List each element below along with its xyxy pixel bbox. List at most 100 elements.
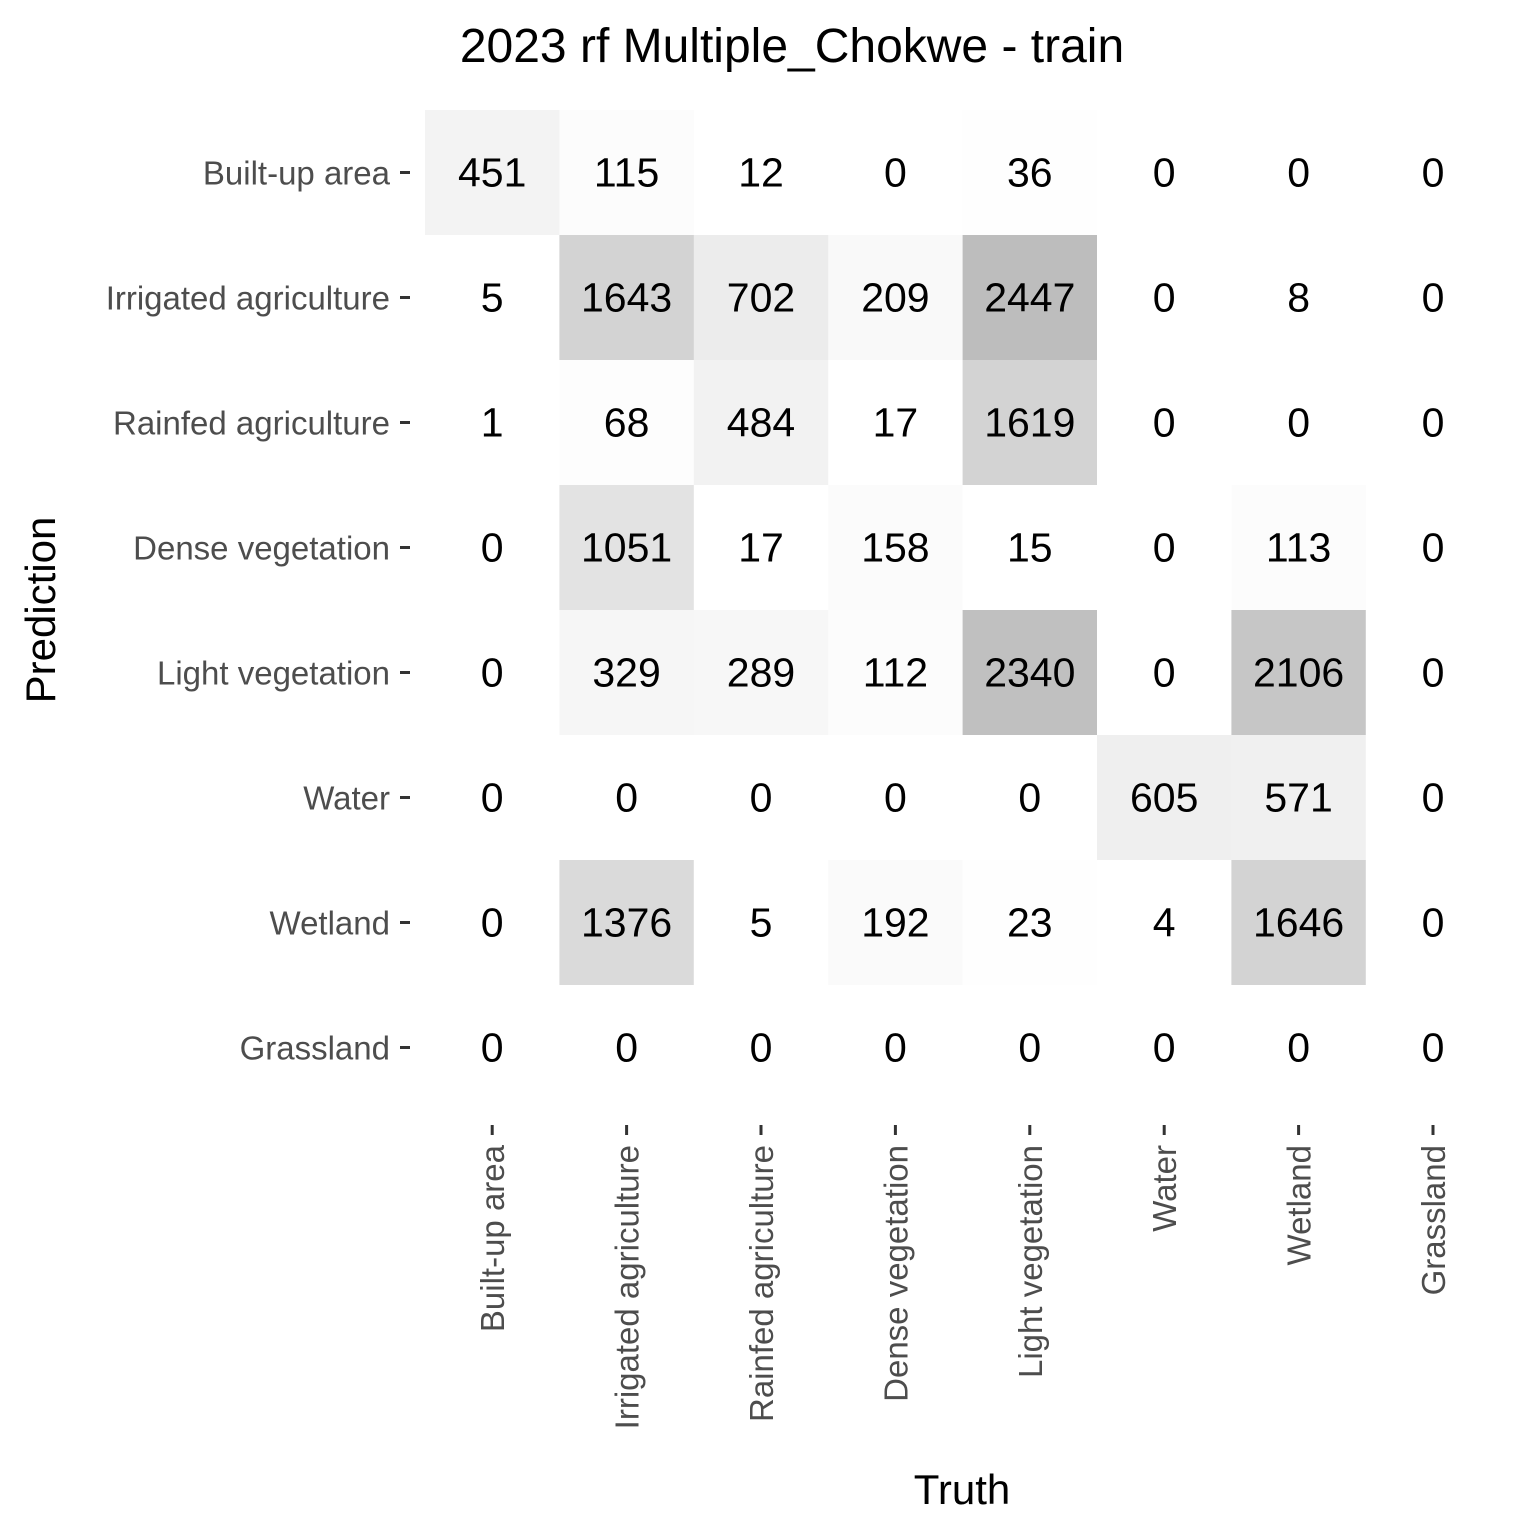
x-axis: Built-up area Irrigated agriculture Rainfe… (474, 1125, 1452, 1429)
cell-value-label: 112 (863, 650, 928, 696)
cell-value-label: 0 (481, 775, 504, 821)
heatmap-cell (425, 985, 560, 1111)
cell-value-label: 605 (1130, 775, 1198, 821)
cell-value-label: 15 (1007, 525, 1053, 571)
heatmap-cell (828, 860, 964, 986)
cell-value-label: 0 (1153, 275, 1176, 321)
cell-value-label: 113 (1266, 525, 1331, 571)
heatmap-cell (962, 110, 1098, 236)
y-axis-title: Prediction (17, 517, 64, 704)
heatmap-cell (1097, 985, 1232, 1111)
cell-value-label: 17 (738, 525, 784, 571)
cell-value-label: 5 (750, 900, 773, 946)
x-tick-label: Light vegetation (1012, 1145, 1049, 1378)
cell-value-label: 2447 (984, 275, 1075, 321)
cell-value-label: 0 (1153, 1025, 1176, 1071)
heatmap-cell (425, 735, 560, 861)
cell-value-label: 0 (884, 775, 907, 821)
heatmap-cell (1231, 360, 1367, 486)
cell-value-label: 12 (738, 150, 784, 196)
cell-value-label: 0 (1422, 400, 1445, 446)
cell-value-label: 0 (1422, 900, 1445, 946)
heatmap-cell (828, 485, 964, 611)
cell-value-label: 0 (481, 650, 504, 696)
y-tick-label: Wetland (270, 905, 390, 942)
cell-value-label: 8 (1287, 275, 1310, 321)
cell-value-label: 0 (1422, 1025, 1445, 1071)
cell-value-label: 0 (1422, 650, 1445, 696)
heatmap-cell (559, 110, 695, 236)
heatmap-cell (693, 360, 829, 486)
x-tick-label: Built-up area (474, 1144, 511, 1332)
cell-value-label: 0 (481, 525, 504, 571)
heatmap-cell (1231, 485, 1367, 611)
x-tick-label: Irrigated agriculture (609, 1145, 646, 1429)
y-tick-label: Light vegetation (157, 655, 390, 692)
cell-value-label: 17 (873, 400, 919, 446)
x-tick-label: Dense vegetation (877, 1145, 914, 1402)
cell-value-label: 0 (1153, 650, 1176, 696)
cell-value-label: 0 (1018, 775, 1041, 821)
cell-value-label: 451 (458, 150, 526, 196)
heatmap-cell (559, 360, 695, 486)
y-tick-label: Grassland (240, 1030, 390, 1067)
heatmap-cell (693, 235, 829, 361)
cell-value-label: 158 (861, 525, 929, 571)
y-tick-label: Dense vegetation (133, 530, 390, 567)
heatmap-cell (425, 110, 560, 236)
heatmap-cell (1231, 235, 1367, 361)
heatmap-cell (1231, 110, 1367, 236)
cell-value-label: 1646 (1253, 900, 1344, 946)
heatmap-cell (693, 735, 829, 861)
heatmap-cell (828, 235, 964, 361)
cell-value-label: 1 (481, 400, 504, 446)
heatmap-cell (962, 485, 1098, 611)
cell-value-label: 289 (727, 650, 795, 696)
chart-title: 2023 rf Multiple_Chokwe - train (460, 20, 1124, 73)
cell-value-label: 0 (1287, 1025, 1310, 1071)
cell-value-label: 484 (727, 400, 795, 446)
heatmap-cell (962, 610, 1098, 736)
heatmap-cell (693, 110, 829, 236)
heatmap-cell (425, 485, 560, 611)
heatmap-cell (425, 360, 560, 486)
cell-value-label: 0 (1287, 150, 1310, 196)
cell-value-label: 0 (481, 900, 504, 946)
cell-value-label: 0 (1153, 400, 1176, 446)
heatmap-cell (828, 360, 964, 486)
cell-value-label: 0 (1287, 400, 1310, 446)
y-tick-label: Built-up area (203, 155, 391, 192)
heatmap-cell (559, 735, 695, 861)
heatmap-cell (693, 485, 829, 611)
cell-value-label: 68 (604, 400, 650, 446)
heatmap-cell (1365, 485, 1501, 611)
cell-value-label: 702 (727, 275, 795, 321)
cell-value-label: 1643 (581, 275, 672, 321)
heatmap-cell (962, 985, 1098, 1111)
cell-value-label: 0 (615, 775, 638, 821)
cell-value-label: 329 (592, 650, 660, 696)
heatmap-cell (1097, 110, 1232, 236)
heatmap-cell (962, 860, 1098, 986)
heatmap-cell (1365, 860, 1501, 986)
heatmap-cell (1365, 985, 1501, 1111)
cell-value-label: 209 (861, 275, 929, 321)
cell-value-label: 0 (1153, 525, 1176, 571)
heatmap-cell (1365, 610, 1501, 736)
heatmap-cell (559, 985, 695, 1111)
heatmap-cell (1365, 235, 1501, 361)
cell-value-label: 571 (1264, 775, 1332, 821)
heatmap-cell (962, 235, 1098, 361)
cell-value-label: 0 (1422, 775, 1445, 821)
cell-value-label: 0 (750, 1025, 773, 1071)
heatmap-cell (425, 235, 560, 361)
cell-value-label: 2340 (984, 650, 1075, 696)
cell-value-label: 1051 (581, 525, 672, 571)
heatmap-cell (828, 110, 964, 236)
heatmap-cell (1231, 735, 1367, 861)
heatmap-cell (1365, 735, 1501, 861)
y-axis: Built-up area Irrigated agriculture Rainfe… (106, 155, 410, 1067)
heatmap-cell (1097, 485, 1232, 611)
cell-value-label: 0 (884, 1025, 907, 1071)
